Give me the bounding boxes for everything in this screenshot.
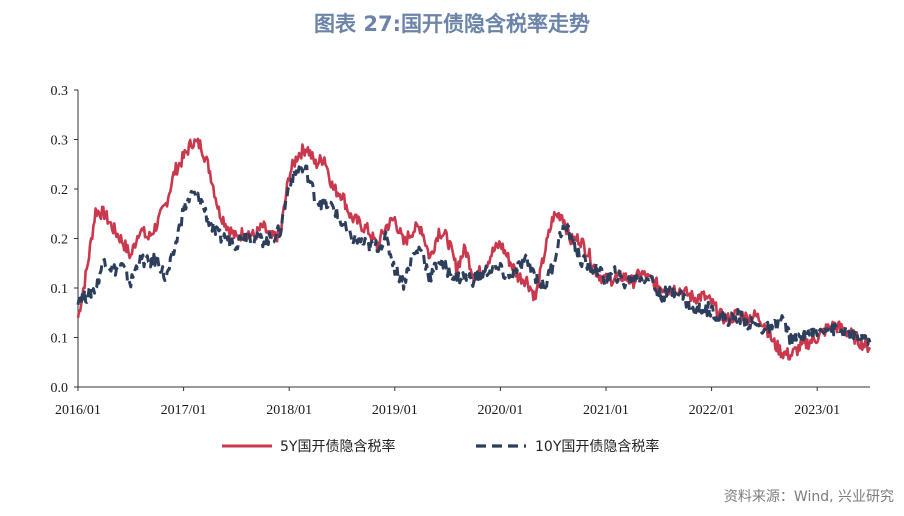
y-tick-label: 0.0	[51, 381, 69, 396]
y-tick-label: 0.1	[51, 282, 69, 297]
chart-title: 图表 27:国开债隐含税率走势	[314, 12, 590, 36]
x-tick-label: 2021/01	[583, 403, 629, 418]
y-tick-label: 0.2	[51, 183, 69, 198]
x-tick-label: 2022/01	[689, 403, 735, 418]
y-tick-label: 0.2	[51, 233, 69, 248]
legend-label-5y: 5Y国开债隐含税率	[280, 438, 395, 455]
legend-label-10y: 10Y国开债隐含税率	[535, 438, 659, 455]
source-note: 资料来源：Wind, 兴业研究	[723, 489, 894, 505]
x-tick-label: 2016/01	[55, 403, 101, 418]
x-tick-label: 2019/01	[372, 403, 418, 418]
x-tick-label: 2017/01	[161, 403, 207, 418]
y-tick-label: 0.3	[51, 84, 69, 99]
chart-legend: 5Y国开债隐含税率 10Y国开债隐含税率	[222, 438, 659, 455]
x-tick-label: 2020/01	[477, 403, 523, 418]
y-tick-label: 0.3	[51, 134, 69, 149]
series-line-10y	[76, 164, 872, 347]
y-tick-label: 0.1	[51, 332, 69, 347]
chart-lines	[76, 137, 872, 361]
x-tick-label: 2023/01	[794, 403, 840, 418]
chart-axes: 0.3 0.3 0.2 0.2 0.1 0.1 0.0 2016/01 2017/01 2018/…	[51, 84, 870, 418]
x-tick-label: 2018/01	[266, 403, 312, 418]
